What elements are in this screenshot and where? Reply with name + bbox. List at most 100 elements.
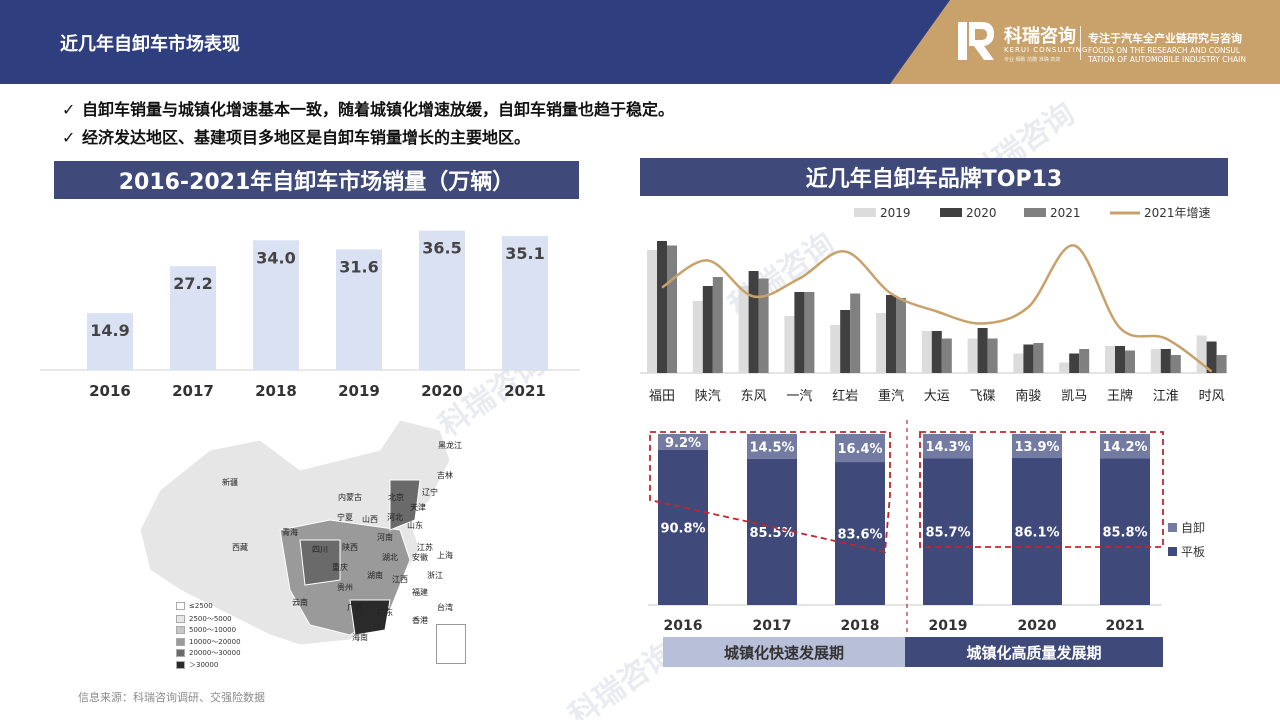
x-tick-时风: 时风 xyxy=(1199,389,1225,404)
bar-凯马-2020 xyxy=(1069,353,1080,373)
x-tick-2017: 2017 xyxy=(172,382,214,400)
bar-陕汽-2020 xyxy=(702,286,713,373)
bar-flat-2016 xyxy=(658,449,708,605)
bar-陕汽-2019 xyxy=(692,301,703,373)
bar-2017 xyxy=(170,266,216,370)
x-tick-2016: 2016 xyxy=(664,618,703,634)
slogan-english-2: TATION OF AUTOMOBILE INDUSTRY CHAIN xyxy=(1088,55,1246,64)
region-north xyxy=(389,479,421,531)
province-河北: 河北 xyxy=(387,512,403,522)
growth-line xyxy=(661,244,1213,373)
legend-swatch xyxy=(176,614,185,623)
bar-王牌-2019 xyxy=(1105,346,1115,373)
highlight-quality-period xyxy=(919,431,1164,548)
bar-2021 xyxy=(502,236,548,370)
bar-凯马-2021 xyxy=(1079,349,1090,373)
map-legend-item: 2500～5000 xyxy=(176,614,232,624)
province-湖北: 湖北 xyxy=(382,553,398,562)
bar-东风-2019 xyxy=(738,286,749,373)
legend-text: ≤2500 xyxy=(189,602,213,610)
bar-2016 xyxy=(87,313,133,370)
province-上海: 上海 xyxy=(437,550,453,560)
x-tick-2016: 2016 xyxy=(89,382,131,400)
province-陕西: 陕西 xyxy=(342,542,358,552)
province-内蒙古: 内蒙古 xyxy=(338,492,362,502)
data-label-2017: 27.2 xyxy=(173,274,212,293)
bar-时风-2019 xyxy=(1196,335,1207,373)
legend-swatch-2019 xyxy=(854,208,876,217)
china-sales-map: 新疆 西藏 青海 内蒙古 黑龙江 吉林 辽宁 北京 天津 河北 山西 宁夏 陕西 河南 山东 江苏 上海 安徽 湖北… xyxy=(100,410,480,670)
x-tick-2019: 2019 xyxy=(929,618,968,634)
bar-2020 xyxy=(419,230,465,370)
label-dump-2016: 9.2% xyxy=(665,436,701,451)
slogan: 专注于汽车全产业链研究与咨询 xyxy=(1088,32,1242,45)
label-flat-2020: 86.1% xyxy=(1014,525,1059,540)
x-tick-重汽: 重汽 xyxy=(878,388,904,404)
bar-重汽-2020 xyxy=(886,295,896,373)
x-tick-2018: 2018 xyxy=(255,382,297,400)
bar-福田-2020 xyxy=(657,241,667,373)
region-guangdong xyxy=(349,599,391,636)
x-tick-2019: 2019 xyxy=(338,382,380,400)
bar-凯马-2019 xyxy=(1059,362,1070,373)
province-辽宁: 辽宁 xyxy=(422,487,438,497)
bar-一汽-2021 xyxy=(804,292,815,373)
page-title: 近几年自卸车市场表现 xyxy=(60,34,240,55)
legend-label-dump: 自卸 xyxy=(1181,520,1205,535)
bar-江淮-2020 xyxy=(1160,349,1171,373)
bar-dump-2021 xyxy=(1100,434,1150,459)
label-dump-2017: 14.5% xyxy=(749,440,794,455)
province-山西: 山西 xyxy=(362,514,378,524)
x-tick-2018: 2018 xyxy=(841,618,880,634)
legend-text: 5000～10000 xyxy=(189,626,237,634)
sales-bar-chart: 14.9 2016 27.2 2017 34.0 2018 31.6 2019 36.5 2020… xyxy=(40,210,580,410)
bar-福田-2019 xyxy=(647,250,657,373)
x-tick-王牌: 王牌 xyxy=(1107,388,1133,404)
province-香港: 香港 xyxy=(412,615,428,625)
province-河南: 河南 xyxy=(377,532,393,542)
bar-大运-2021 xyxy=(941,338,952,373)
province-福建: 福建 xyxy=(412,587,428,597)
province-重庆: 重庆 xyxy=(332,562,348,572)
bar-红岩-2019 xyxy=(830,325,841,373)
map-legend-item: ＞30000 xyxy=(176,660,218,670)
label-flat-2021: 85.8% xyxy=(1102,526,1147,541)
x-tick-东风: 东风 xyxy=(741,389,767,404)
x-tick-2021: 2021 xyxy=(1106,618,1145,634)
bar-东风-2021 xyxy=(758,278,769,373)
data-label-2019: 31.6 xyxy=(339,257,378,276)
bar-大运-2019 xyxy=(921,331,932,373)
province-海南: 海南 xyxy=(352,632,368,642)
x-tick-福田: 福田 xyxy=(649,389,675,404)
province-宁夏: 宁夏 xyxy=(337,512,353,522)
logo-name: 科瑞咨询 xyxy=(1004,26,1076,47)
bar-dump-2016 xyxy=(658,434,708,450)
bar-flat-2018 xyxy=(835,462,885,605)
kerui-logo-icon xyxy=(958,22,994,60)
province-云南: 云南 xyxy=(292,597,308,607)
bar-2019 xyxy=(336,249,382,370)
header-gold-panel xyxy=(890,0,1280,84)
data-label-2021: 35.1 xyxy=(505,244,544,263)
x-tick-大运: 大运 xyxy=(924,389,950,404)
period-label-fast: 城镇化快速发展期 xyxy=(663,637,905,667)
x-tick-凯马: 凯马 xyxy=(1061,389,1087,404)
province-广西: 广西 xyxy=(347,602,363,612)
legend-label-2019: 2019 xyxy=(880,206,911,220)
bar-王牌-2021 xyxy=(1125,350,1135,373)
legend-swatch-2020 xyxy=(940,208,962,217)
legend-text: 20000～30000 xyxy=(189,649,241,657)
legend-label-2021: 2021 xyxy=(1050,206,1081,220)
province-贵州: 贵州 xyxy=(337,582,353,592)
map-south-sea-inset xyxy=(436,624,466,664)
map-legend-item: 20000～30000 xyxy=(176,648,241,658)
bar-东风-2020 xyxy=(748,271,759,373)
bar-江淮-2019 xyxy=(1150,349,1161,373)
bullet-2: ✓ 经济发达地区、基建项目多地区是自卸车销量增长的主要地区。 xyxy=(62,124,530,148)
province-江西: 江西 xyxy=(392,575,408,584)
x-tick-2020: 2020 xyxy=(1018,618,1057,634)
period-label-quality: 城镇化高质量发展期 xyxy=(905,637,1163,667)
bar-重汽-2021 xyxy=(896,298,906,373)
bar-flat-2019 xyxy=(923,458,973,605)
